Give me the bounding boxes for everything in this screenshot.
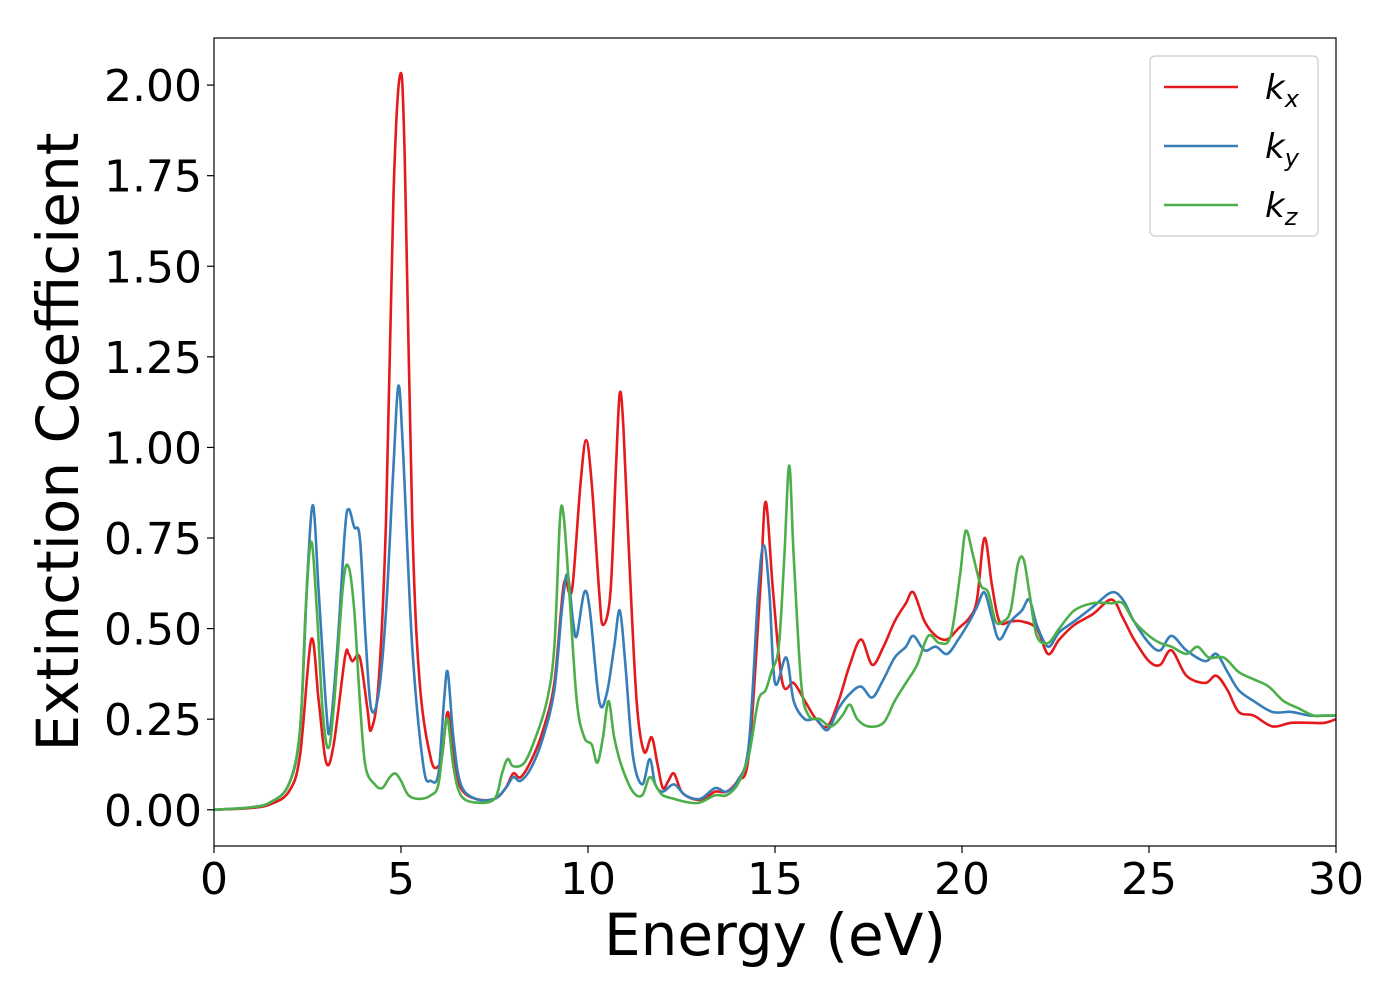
y-tick-label: 2.00 (104, 61, 202, 112)
y-axis-ticks: 0.00 0.25 0.50 0.75 1.00 1.25 1.50 1.75 2.00 (104, 61, 214, 837)
x-tick-label: 10 (560, 854, 616, 905)
series-line-k-y (214, 384, 1336, 812)
y-tick-label: 0.75 (104, 514, 202, 565)
plot-area (214, 71, 1336, 812)
y-tick-label: 1.25 (104, 333, 202, 384)
y-tick-label: 1.75 (104, 152, 202, 203)
y-tick-label: 0.50 (104, 605, 202, 656)
plot-frame (213, 37, 1337, 847)
x-tick-label: 30 (1308, 854, 1364, 905)
series-line-k-z (214, 464, 1336, 812)
x-axis-ticks: 0 5 10 15 20 25 30 (200, 846, 1364, 905)
legend: kx ky kz (1149, 55, 1319, 237)
x-tick-label: 25 (1121, 854, 1177, 905)
legend-label-y: ky (1265, 127, 1300, 172)
y-tick-label: 1.00 (104, 423, 202, 474)
x-tick-label: 20 (934, 854, 990, 905)
x-axis-label: Energy (eV) (604, 901, 946, 969)
series-line-k-x (214, 71, 1336, 812)
x-tick-label: 0 (200, 854, 228, 905)
legend-label-x: kx (1265, 68, 1300, 113)
x-tick-label: 5 (387, 854, 415, 905)
y-tick-label: 1.50 (104, 242, 202, 293)
x-tick-label: 15 (747, 854, 803, 905)
y-tick-label: 0.00 (104, 786, 202, 837)
y-tick-label: 0.25 (104, 695, 202, 746)
y-axis-label: Extinction Coefficient (24, 133, 92, 752)
legend-label-z: kz (1265, 186, 1299, 231)
